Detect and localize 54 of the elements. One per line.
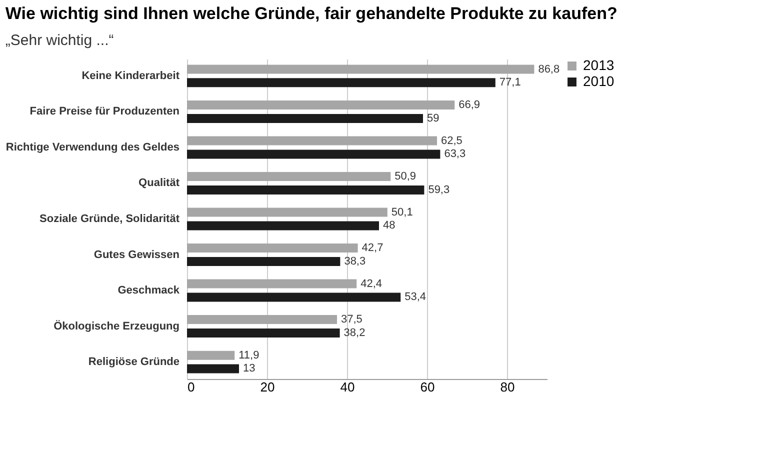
data-label: 50,9 xyxy=(394,170,416,183)
bar xyxy=(187,114,423,123)
bar xyxy=(187,100,455,110)
data-label: 38,2 xyxy=(344,326,366,339)
y-tick-label: Gutes Gewissen xyxy=(94,248,180,261)
y-tick-label: Geschmack xyxy=(118,284,180,297)
bar xyxy=(187,328,340,338)
bar xyxy=(187,221,379,230)
x-tick-label: 60 xyxy=(420,380,435,394)
x-tick-label: 40 xyxy=(340,380,355,394)
data-label: 42,7 xyxy=(362,242,384,254)
data-label: 53,4 xyxy=(404,291,426,304)
y-tick-label: Soziale Gründe, Solidarität xyxy=(40,213,180,225)
data-label: 62,5 xyxy=(441,134,462,147)
data-label: 42,4 xyxy=(360,278,382,290)
y-tick-label: Religiöse Gründe xyxy=(88,356,180,368)
y-tick-label: Ökologische Erzeugung xyxy=(54,319,180,332)
bar xyxy=(187,256,340,266)
data-label: 86,8 xyxy=(538,63,560,76)
bar xyxy=(187,279,357,288)
bar xyxy=(187,78,496,88)
y-tick-label: Keine Kinderarbeit xyxy=(82,70,180,82)
data-label: 37,5 xyxy=(341,314,362,326)
chart-title: Wie wichtig sind Ihnen welche Gründe, fair gehandelte Produkte zu kaufen? xyxy=(5,4,618,23)
bar xyxy=(187,292,401,302)
bar xyxy=(187,350,235,360)
legend-label: 2013 xyxy=(583,57,614,73)
data-label: 66,9 xyxy=(458,99,480,112)
bar xyxy=(187,364,239,374)
data-label: 77,1 xyxy=(499,76,521,89)
bar xyxy=(187,185,424,194)
bar xyxy=(187,64,534,74)
y-tick-label: Richtige Verwendung des Geldes xyxy=(6,141,180,154)
y-tick-label: Faire Preise für Produzenten xyxy=(30,106,180,118)
data-label: 59 xyxy=(427,112,440,124)
bar xyxy=(187,172,391,182)
bar xyxy=(187,244,358,253)
x-tick-label: 80 xyxy=(500,380,515,394)
x-tick-label: 20 xyxy=(260,380,275,394)
legend-label: 2010 xyxy=(583,73,614,89)
bar xyxy=(187,208,388,217)
data-label: 63,3 xyxy=(444,148,466,160)
data-label: 11,9 xyxy=(238,349,260,362)
data-label: 48 xyxy=(383,220,396,232)
bar xyxy=(187,150,440,159)
data-label: 38,3 xyxy=(344,255,366,268)
y-tick-label: Qualität xyxy=(138,177,180,190)
text: „Sehr wichtig ...“ xyxy=(5,32,114,49)
data-label: 13 xyxy=(243,362,256,375)
bar xyxy=(187,315,337,324)
bar xyxy=(187,136,437,146)
x-tick-label: 0 xyxy=(188,380,195,394)
data-label: 59,3 xyxy=(428,184,450,196)
data-label: 50,1 xyxy=(391,206,413,218)
